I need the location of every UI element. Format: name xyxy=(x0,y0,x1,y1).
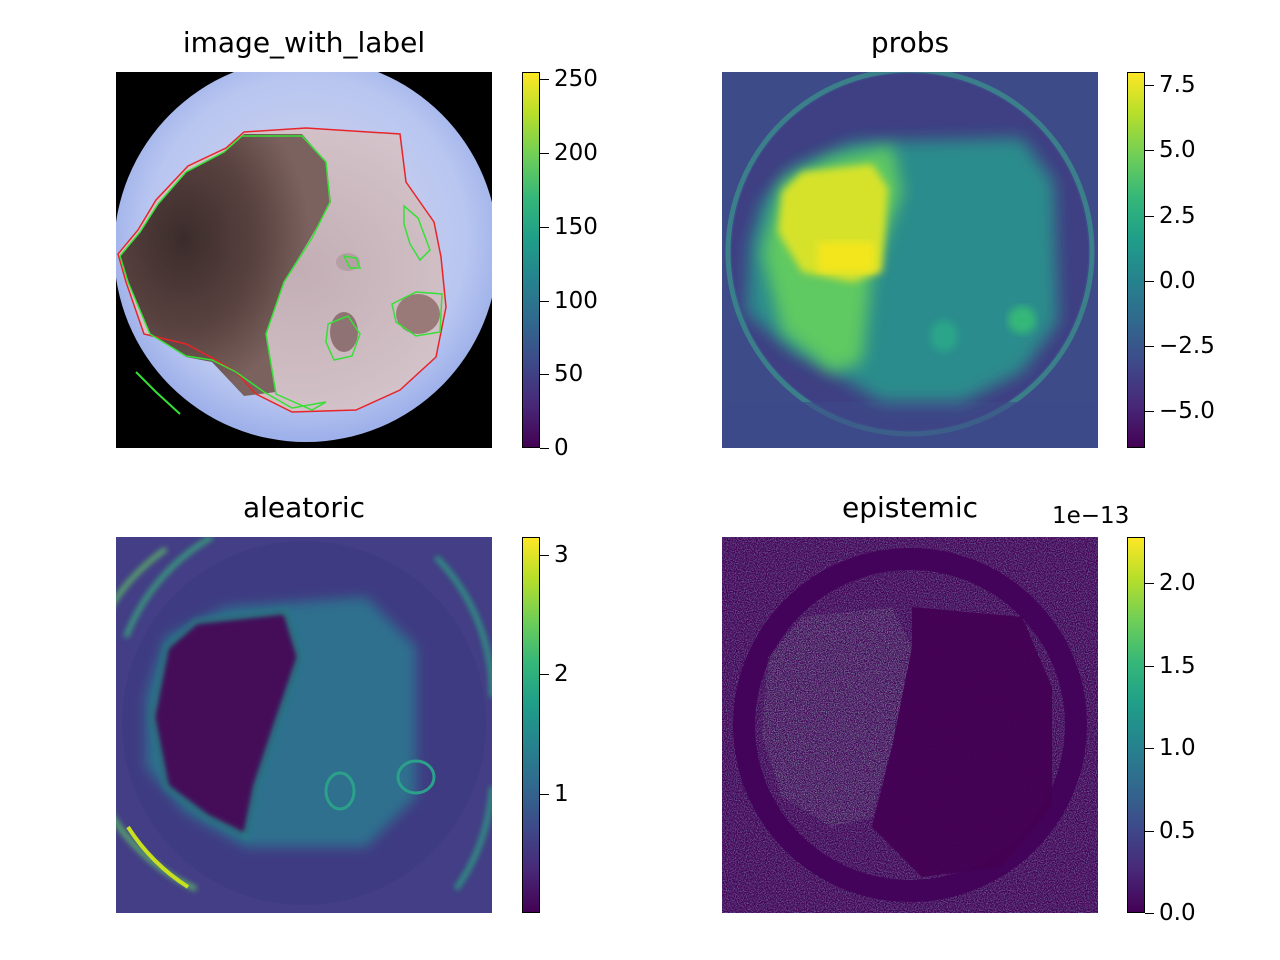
colorbar-tick xyxy=(1145,85,1154,86)
probs-heatmap xyxy=(722,72,1098,448)
aleatoric-low-core xyxy=(152,611,300,837)
colorbar-tick xyxy=(1145,150,1154,151)
colorbar-tick xyxy=(1145,216,1154,217)
colorbar-tick-label: 200 xyxy=(554,140,598,166)
colorbar-tick xyxy=(1145,831,1154,832)
prediction-contour-green-spot-3 xyxy=(403,204,431,262)
colorbar-tick-label: 50 xyxy=(554,361,584,387)
colorbar-tick-label: 2 xyxy=(554,661,569,687)
colorbar-epistemic xyxy=(1127,537,1145,913)
colorbar-tick-label: 2.5 xyxy=(1159,203,1196,229)
probs-svg xyxy=(722,72,1098,448)
colorbar-tick-label: 100 xyxy=(554,288,598,314)
colorbar-tick xyxy=(1145,748,1154,749)
colorbar-probs xyxy=(1127,72,1145,448)
colorbar-tick-label: −5.0 xyxy=(1159,398,1215,424)
epistemic-quiet-region xyxy=(872,607,1052,877)
probs-peak xyxy=(818,242,874,272)
panel-title-probs: probs xyxy=(870,26,950,59)
label-contour-red xyxy=(117,127,447,413)
colorbar-tick-label: 1.0 xyxy=(1159,735,1196,761)
colorbar-tick xyxy=(1145,346,1154,347)
epistemic-heatmap xyxy=(722,537,1098,913)
probs-spot-1 xyxy=(1008,306,1036,334)
aleatoric-ring-left xyxy=(116,547,197,891)
colorbar-tick xyxy=(540,153,549,154)
aleatoric-heatmap xyxy=(116,537,492,913)
colorbar-tick xyxy=(540,448,549,449)
aleatoric-spot-2 xyxy=(396,759,436,795)
colorbar-tick-label: 150 xyxy=(554,214,598,240)
colorbar-tick-label: 3 xyxy=(554,542,569,568)
epistemic-svg xyxy=(722,537,1098,913)
colorbar-tick-label: 2.0 xyxy=(1159,570,1196,596)
colorbar-tick xyxy=(540,374,549,375)
colorbar-tick xyxy=(1145,281,1154,282)
prediction-contour-green-spot-4 xyxy=(342,255,362,269)
colorbar-tick-label: 0.0 xyxy=(1159,268,1196,294)
colorbar-tick-label: 1 xyxy=(554,781,569,807)
colorbar-tick xyxy=(540,301,549,302)
colorbar-tick-label: 0 xyxy=(554,435,569,461)
colorbar-tick-label: 1.5 xyxy=(1159,653,1196,679)
image-with-label-svg xyxy=(116,72,492,448)
aleatoric-ring-top xyxy=(124,537,213,638)
prediction-contour-green-artifact xyxy=(135,371,181,415)
aleatoric-ring-left-bright xyxy=(126,825,190,889)
lesion-spot-1 xyxy=(330,312,358,352)
colorbar-tick xyxy=(1145,411,1154,412)
aleatoric-svg xyxy=(116,537,492,913)
colorbar-tick xyxy=(540,227,549,228)
colorbar-tick xyxy=(540,794,549,795)
panel-title-image-with-label: image_with_label xyxy=(182,26,426,59)
epistemic-dark-ring xyxy=(733,548,1087,902)
colorbar-image-with-label xyxy=(522,72,540,448)
probs-spot-2 xyxy=(930,320,958,352)
colorbar-tick xyxy=(1145,583,1154,584)
panel-title-epistemic: epistemic xyxy=(841,491,979,524)
colorbar-tick xyxy=(540,79,549,80)
prediction-contour-green-spot-2 xyxy=(391,291,443,337)
colorbar-tick-label: 0.0 xyxy=(1159,900,1196,926)
prediction-contour-green-spot-1 xyxy=(325,315,361,361)
panel-title-aleatoric: aleatoric xyxy=(242,491,366,524)
colorbar-tick-label: 250 xyxy=(554,66,598,92)
probs-corner-fade xyxy=(722,402,1098,448)
epistemic-colorbar-offset-label: 1e−13 xyxy=(1052,503,1130,529)
colorbar-tick xyxy=(540,555,549,556)
aleatoric-ring-right-low xyxy=(454,786,492,891)
image-with-label-heatmap xyxy=(116,72,492,448)
aleatoric-core-outline xyxy=(149,608,303,840)
colorbar-tick-label: 0.5 xyxy=(1159,818,1196,844)
colorbar-tick-label: 7.5 xyxy=(1159,72,1196,98)
colorbar-tick-label: −2.5 xyxy=(1159,333,1215,359)
colorbar-aleatoric xyxy=(522,537,540,913)
colorbar-tick-label: 5.0 xyxy=(1159,137,1196,163)
colorbar-tick xyxy=(1145,666,1154,667)
lesion-spot-2 xyxy=(396,294,440,334)
prediction-contour-green xyxy=(119,135,331,411)
aleatoric-spot-1 xyxy=(324,771,356,811)
lesion-dark-region xyxy=(120,134,331,396)
colorbar-tick xyxy=(1145,913,1154,914)
colorbar-tick xyxy=(540,674,549,675)
aleatoric-ring-right xyxy=(434,555,492,697)
